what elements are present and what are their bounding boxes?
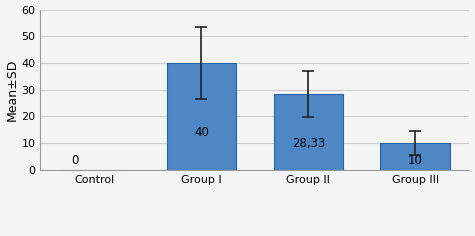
Bar bbox=[380, 143, 450, 170]
Text: 28,33: 28,33 bbox=[292, 137, 325, 150]
Bar bbox=[167, 63, 236, 170]
Y-axis label: Mean±SD: Mean±SD bbox=[6, 59, 19, 121]
Text: 0: 0 bbox=[72, 154, 79, 167]
Text: 10: 10 bbox=[408, 154, 423, 167]
Bar bbox=[274, 94, 343, 170]
Text: 40: 40 bbox=[194, 126, 209, 139]
